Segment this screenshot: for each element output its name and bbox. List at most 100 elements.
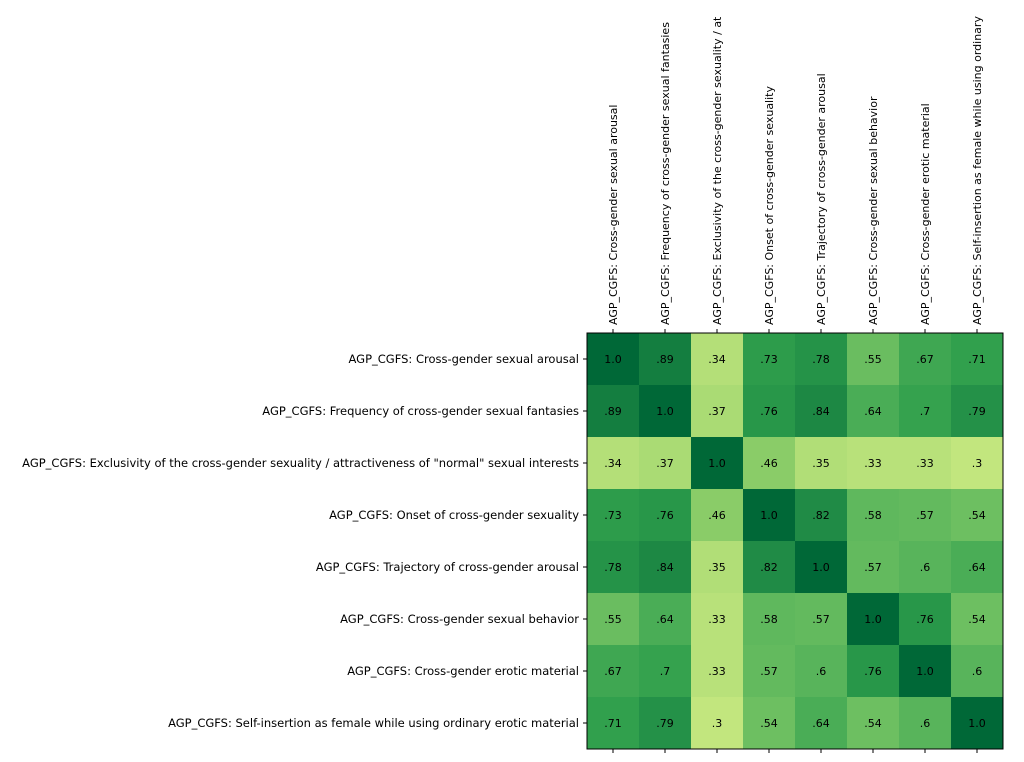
row-tick-label: AGP_CGFS: Exclusivity of the cross-gende… — [22, 456, 579, 470]
cell-value-label: .64 — [968, 561, 986, 574]
cell-value-label: .35 — [812, 457, 830, 470]
heatmap-cell — [691, 333, 744, 386]
heatmap-cell — [743, 385, 796, 438]
heatmap-cell — [691, 697, 744, 750]
cell-value-label: .71 — [604, 717, 622, 730]
cell-value-label: .67 — [916, 353, 934, 366]
heatmap-cell — [899, 697, 952, 750]
cell-value-label: .7 — [660, 665, 671, 678]
row-tick-label: AGP_CGFS: Onset of cross-gender sexualit… — [329, 508, 579, 522]
heatmap-cell — [847, 645, 900, 698]
column-tick-label: AGP_CGFS: Onset of cross-gender sexualit… — [763, 86, 776, 325]
heatmap-cell — [847, 385, 900, 438]
heatmap-cell — [587, 541, 640, 594]
heatmap-cell — [587, 697, 640, 750]
row-tick-labels: AGP_CGFS: Cross-gender sexual arousal AGP… — [22, 352, 579, 730]
cell-value-label: .82 — [812, 509, 830, 522]
cell-value-label: .64 — [656, 613, 674, 626]
column-tick-label: AGP_CGFS: Cross-gender sexual behavior — [867, 96, 880, 325]
cell-value-label: .6 — [972, 665, 983, 678]
heatmap-cell — [847, 489, 900, 542]
cell-value-label: .79 — [656, 717, 674, 730]
cell-value-label: .37 — [656, 457, 674, 470]
cell-value-label: .84 — [812, 405, 830, 418]
cell-value-label: .57 — [812, 613, 830, 626]
heatmap-cells — [587, 333, 1004, 750]
column-tick-label: AGP_CGFS: Cross-gender sexual arousal — [607, 105, 620, 325]
heatmap-cell — [847, 541, 900, 594]
heatmap-cell — [639, 645, 692, 698]
cell-value-label: 1.0 — [656, 405, 674, 418]
cell-value-label: .57 — [916, 509, 934, 522]
heatmap-cell — [795, 385, 848, 438]
heatmap-cell — [639, 489, 692, 542]
heatmap-cell — [847, 333, 900, 386]
heatmap-cell — [587, 489, 640, 542]
cell-value-label: 1.0 — [968, 717, 986, 730]
heatmap-cell — [587, 437, 640, 490]
heatmap-cell — [795, 489, 848, 542]
heatmap-cell — [639, 541, 692, 594]
cell-value-label: .58 — [864, 509, 882, 522]
heatmap-cell — [951, 697, 1004, 750]
heatmap-cell — [899, 437, 952, 490]
cell-value-label: .6 — [920, 561, 931, 574]
heatmap-cell — [951, 593, 1004, 646]
cell-value-label: 1.0 — [916, 665, 934, 678]
cell-value-label: .57 — [760, 665, 778, 678]
column-tick-label: AGP_CGFS: Cross-gender erotic material — [919, 103, 932, 325]
cell-value-label: .33 — [916, 457, 934, 470]
cell-value-label: .54 — [864, 717, 882, 730]
cell-value-label: .54 — [968, 613, 986, 626]
heatmap-cell — [691, 385, 744, 438]
cell-value-label: .64 — [812, 717, 830, 730]
cell-value-label: .33 — [708, 665, 726, 678]
heatmap-cell — [951, 489, 1004, 542]
row-tick-label: AGP_CGFS: Cross-gender erotic material — [347, 664, 579, 678]
heatmap-cell — [795, 697, 848, 750]
column-tick-marks — [612, 329, 978, 753]
heatmap-cell — [691, 489, 744, 542]
row-tick-label: AGP_CGFS: Frequency of cross-gender sexu… — [262, 404, 579, 418]
heatmap-cell — [587, 645, 640, 698]
cell-value-label: 1.0 — [604, 353, 622, 366]
cell-value-label: .82 — [760, 561, 778, 574]
heatmap-cell — [795, 645, 848, 698]
row-tick-label: AGP_CGFS: Self-insertion as female while… — [168, 716, 579, 730]
cell-value-label: .34 — [604, 457, 622, 470]
column-tick-label: AGP_CGFS: Self-insertion as female while… — [971, 16, 984, 325]
heatmap-cell — [639, 593, 692, 646]
heatmap-cell — [951, 437, 1004, 490]
cell-value-label: 1.0 — [708, 457, 726, 470]
cell-value-label: .46 — [708, 509, 726, 522]
heatmap-cell — [951, 333, 1004, 386]
heatmap-cell — [899, 593, 952, 646]
row-tick-label: AGP_CGFS: Cross-gender sexual arousal — [349, 352, 579, 366]
cell-value-label: .58 — [760, 613, 778, 626]
cell-value-label: .76 — [760, 405, 778, 418]
cell-value-label: .55 — [604, 613, 622, 626]
heatmap-cell — [743, 593, 796, 646]
cell-value-label: .78 — [812, 353, 830, 366]
cell-value-label: .57 — [864, 561, 882, 574]
heatmap-cell — [899, 645, 952, 698]
cell-value-label: .34 — [708, 353, 726, 366]
heatmap-cell — [743, 489, 796, 542]
heatmap-cell — [743, 437, 796, 490]
heatmap-cell — [951, 645, 1004, 698]
cell-value-label: .54 — [760, 717, 778, 730]
cell-value-label: .73 — [604, 509, 622, 522]
heatmap-cell-labels: 1.0 .89 .34 .73 .78 .55 .67 .71 .89 1.0 .37 .76 .84.… — [604, 353, 986, 730]
heatmap-cell — [795, 541, 848, 594]
plot-frame — [586, 332, 1004, 750]
heatmap-cell — [795, 333, 848, 386]
cell-value-label: .89 — [604, 405, 622, 418]
cell-value-label: .37 — [708, 405, 726, 418]
heatmap-cell — [639, 437, 692, 490]
heatmap-cell — [639, 697, 692, 750]
column-tick-label: AGP_CGFS: Trajectory of cross-gender aro… — [815, 73, 828, 325]
heatmap-cell — [743, 645, 796, 698]
heatmap-cell — [899, 541, 952, 594]
heatmap-cell — [951, 385, 1004, 438]
